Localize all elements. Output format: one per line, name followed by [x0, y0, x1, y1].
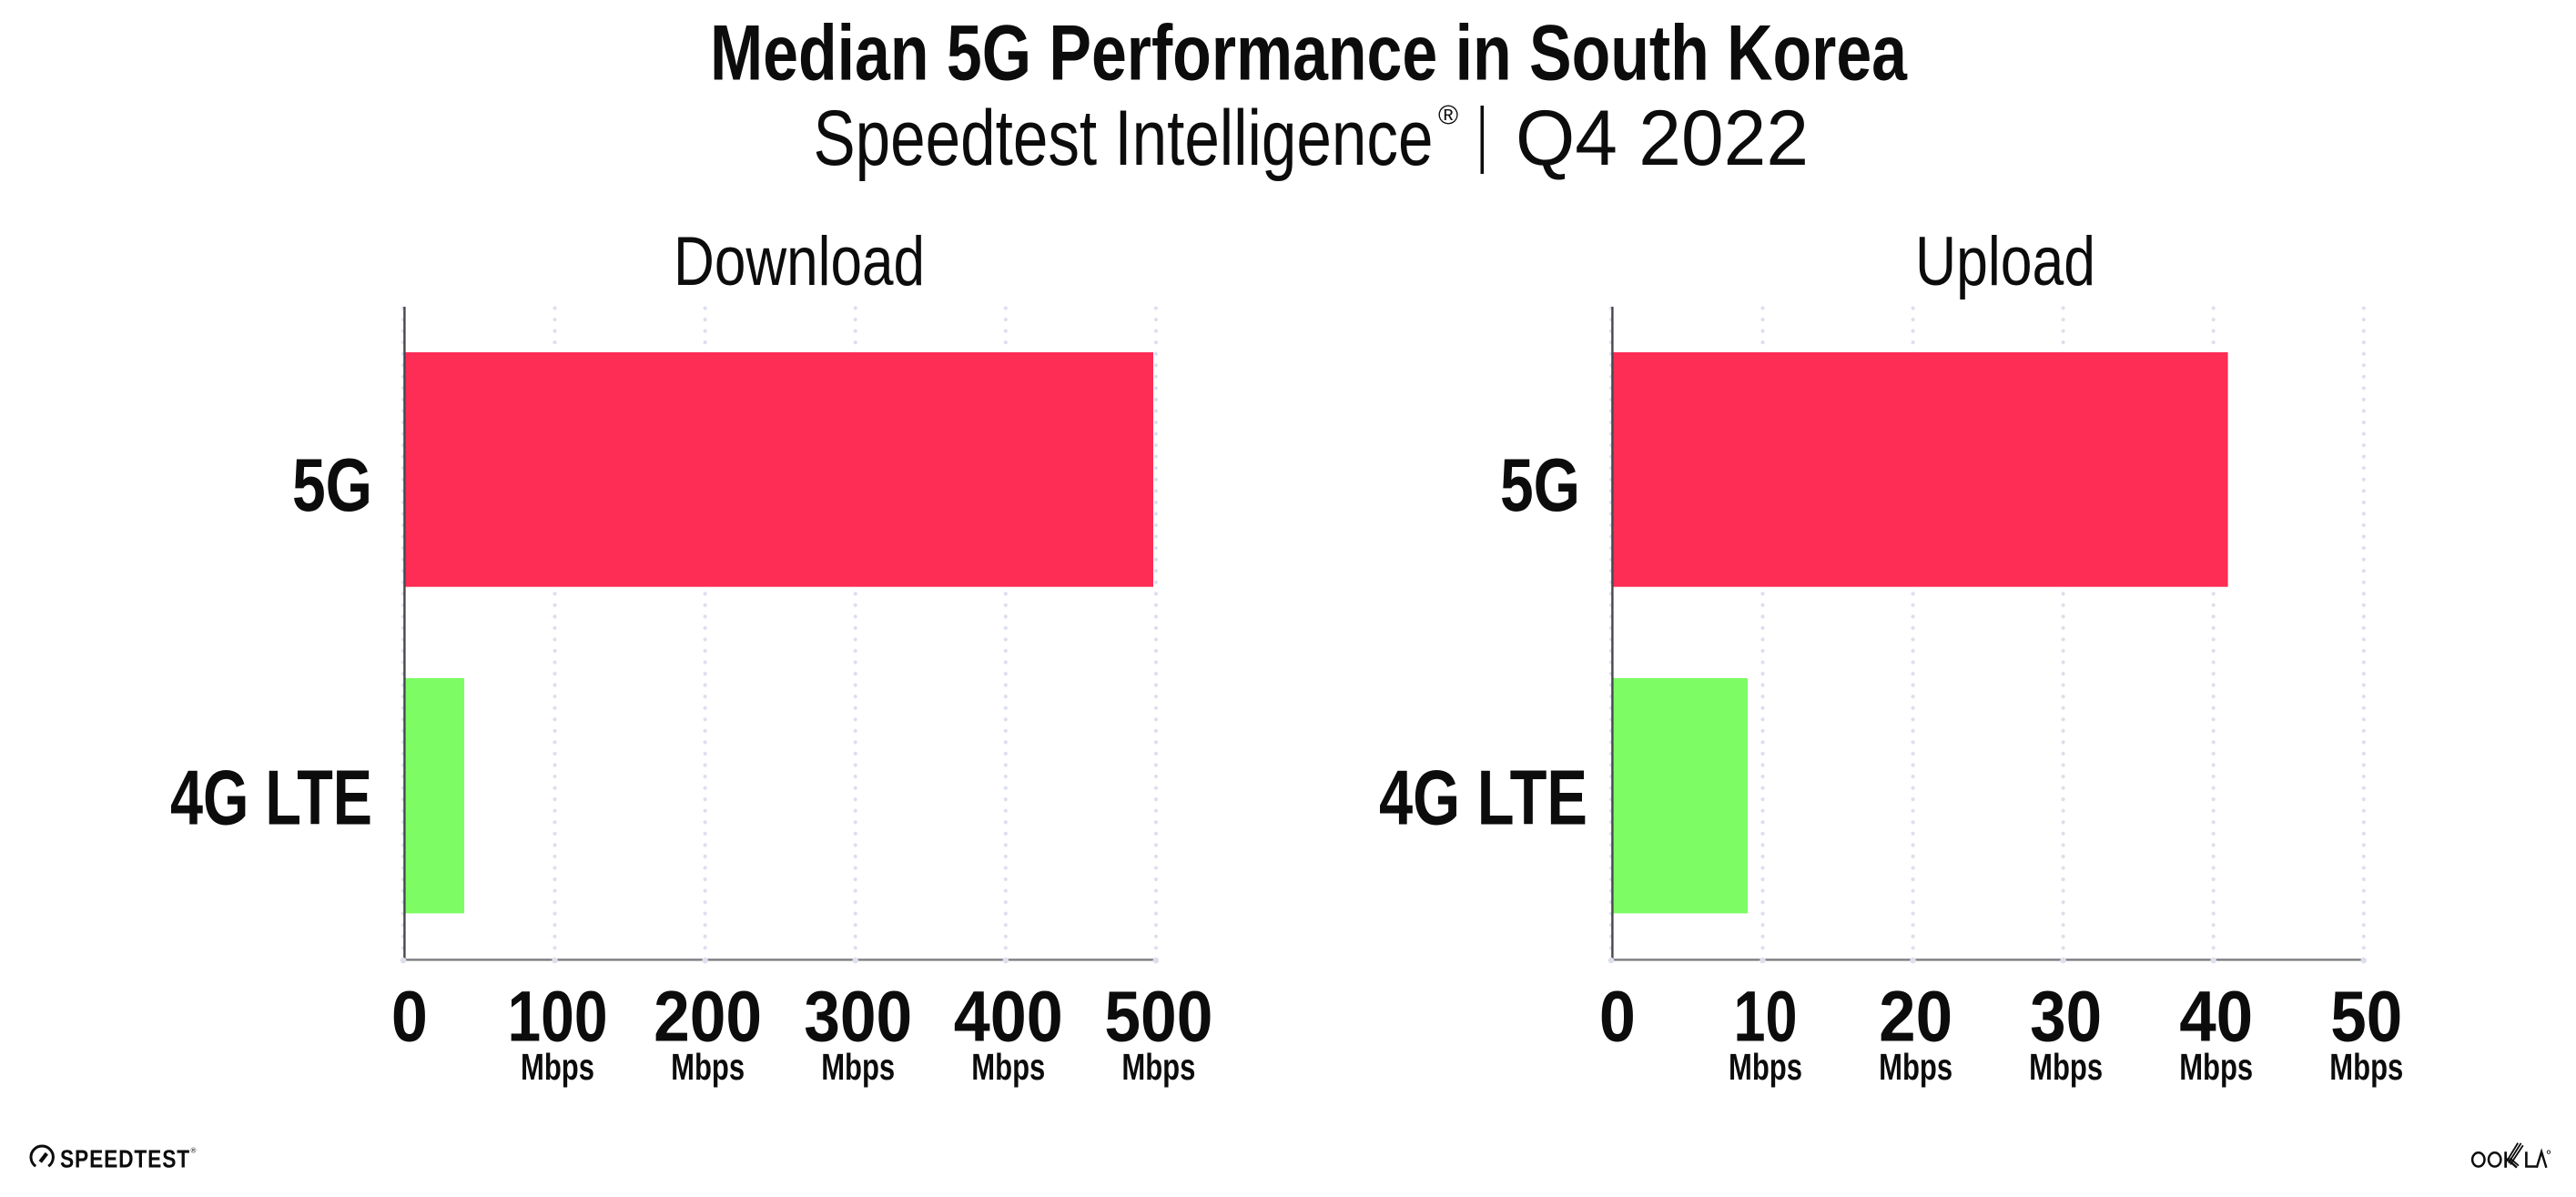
svg-text:Mbps: Mbps [2179, 1046, 2253, 1088]
svg-text:100: 100 [508, 976, 608, 1057]
svg-text:Mbps: Mbps [1121, 1046, 1195, 1088]
svg-text:Mbps: Mbps [521, 1046, 594, 1088]
svg-text:Mbps: Mbps [1879, 1046, 1952, 1088]
svg-text:Upload: Upload [1915, 223, 2095, 300]
svg-text:10: 10 [1734, 976, 1798, 1057]
svg-text:20: 20 [1879, 976, 1952, 1057]
svg-text:30: 30 [2030, 976, 2102, 1057]
svg-text:5G: 5G [292, 442, 372, 527]
svg-text:5G: 5G [1500, 442, 1580, 527]
svg-text:Mbps: Mbps [2029, 1046, 2103, 1088]
svg-text:®: ® [1438, 101, 1458, 131]
svg-text:40: 40 [2179, 976, 2253, 1057]
svg-text:Median 5G Performance in South: Median 5G Performance in South Korea [710, 10, 1908, 97]
svg-text:4G LTE: 4G LTE [170, 756, 372, 842]
svg-text:Mbps: Mbps [821, 1046, 895, 1088]
svg-text:0: 0 [391, 976, 428, 1057]
svg-text:400: 400 [954, 976, 1063, 1057]
svg-text:0: 0 [1599, 976, 1636, 1057]
svg-text:50: 50 [2330, 976, 2402, 1057]
svg-text:Mbps: Mbps [971, 1046, 1045, 1088]
svg-text:Speedtest Intelligence: Speedtest Intelligence [814, 95, 1434, 182]
svg-text:500: 500 [1104, 976, 1212, 1057]
svg-text:Mbps: Mbps [2329, 1046, 2403, 1088]
svg-text:200: 200 [654, 976, 762, 1057]
svg-text:Q4 2022: Q4 2022 [1516, 95, 1809, 182]
svg-text:Mbps: Mbps [1729, 1046, 1802, 1088]
svg-text:Mbps: Mbps [671, 1046, 745, 1088]
svg-text:300: 300 [804, 976, 912, 1057]
svg-text:Download: Download [674, 223, 925, 300]
svg-text:4G LTE: 4G LTE [1379, 756, 1587, 842]
svg-text:SPEEDTEST: SPEEDTEST [60, 1145, 190, 1173]
svg-text:®: ® [191, 1147, 197, 1155]
